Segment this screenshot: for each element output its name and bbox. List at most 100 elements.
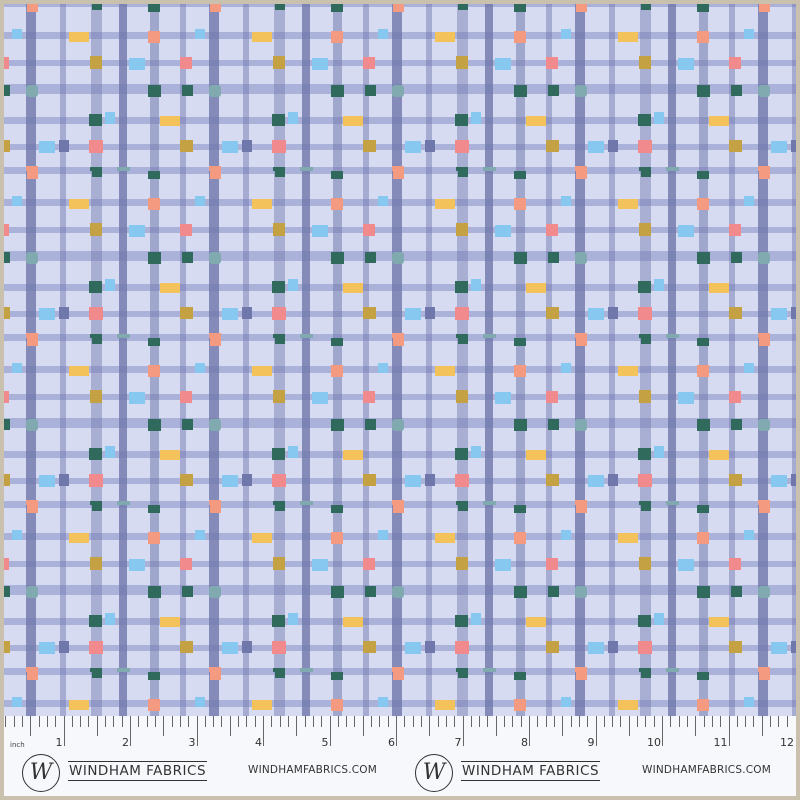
ruler-tick [645,716,647,727]
ruler-tick [188,716,190,727]
plaid-pattern [4,4,796,718]
ruler-tick [420,716,422,727]
ruler-number: 2 [122,736,129,749]
ruler-tick [545,716,547,727]
ruler-tick [570,716,572,727]
ruler-tick [71,716,73,727]
ruler-tick [504,716,506,727]
ruler-tick [537,716,539,727]
ruler-tick [620,716,622,727]
ruler-tick [437,716,439,727]
ruler-tick [454,716,456,727]
ruler-tick [770,716,772,727]
ruler-tick [362,716,364,736]
ruler-tick [728,716,730,746]
ruler-number: 12 [780,736,794,749]
brand-name: WINDHAM FABRICS [461,761,601,781]
ruler-tick [670,716,672,727]
ruler-number: 7 [454,736,462,749]
ruler-number: 4 [255,736,262,749]
fabric-plaid-swatch [4,4,796,718]
ruler-number: 1 [55,736,63,749]
ruler-tick [30,716,32,736]
ruler-tick [312,716,314,727]
ruler-tick [429,716,431,736]
ruler-tick [354,716,356,727]
ruler-tick [96,716,98,736]
ruler-tick [720,716,722,727]
ruler-tick [204,716,206,727]
ruler-tick [487,716,489,727]
ruler-number: 6 [388,736,395,749]
ruler-tick [321,716,323,727]
ruler-tick [371,716,373,727]
ruler-tick [196,716,198,746]
ruler-number: 8 [521,736,528,749]
logo-letter: W [29,760,53,785]
ruler-tick [163,716,165,736]
brand-name: WINDHAM FABRICS [68,761,208,781]
ruler-tick [603,716,605,727]
ruler-tick [612,716,614,727]
ruler-tick [296,716,298,736]
ruler-tick [462,716,464,746]
ruler-tick [736,716,738,727]
ruler-tick [105,716,107,727]
ruler-number: 10 [647,736,661,749]
ruler-tick [761,716,763,736]
ruler-tick [479,716,481,727]
ruler-tick [628,716,630,736]
ruler-tick [404,716,406,727]
ruler-tick [553,716,555,727]
ruler-number: 5 [321,736,329,749]
ruler-tick [55,716,57,727]
ruler-tick [88,716,90,727]
ruler-tick [587,716,589,727]
ruler-tick [121,716,123,727]
ruler-tick [80,716,82,727]
ruler-tick [512,716,514,727]
ruler-tick [778,716,780,727]
ruler-tick [279,716,281,727]
ruler-tick [179,716,181,727]
ruler-unit-label: inch [10,741,25,749]
ruler-tick [662,716,663,746]
ruler-tick [595,716,597,746]
ruler-tick [745,716,747,727]
ruler-tick [562,716,564,736]
ruler-tick [171,716,173,727]
ruler-tick [63,716,65,746]
brand-url: WINDHAMFABRICS.COM [642,764,772,776]
ruler-tick [470,716,472,727]
ruler-tick [130,716,131,746]
brand-url: WINDHAMFABRICS.COM [248,764,378,776]
ruler-tick [329,716,331,746]
ruler-tick [678,716,680,727]
ruler-tick [379,716,381,727]
ruler-number: 9 [587,736,595,749]
ruler-tick [653,716,655,727]
ruler-tick [46,716,48,727]
logo-letter: W [422,760,446,785]
ruler-tick [578,716,580,727]
ruler-tick [154,716,156,727]
ruler-tick [229,716,231,736]
ruler-tick [387,716,389,727]
measuring-ruler: inch W WINDHAM FABRICS WINDHAMFABRICS.CO… [4,716,796,796]
ruler-tick [703,716,705,727]
ruler-tick [38,716,40,727]
ruler-tick [346,716,348,727]
ruler-tick [753,716,755,727]
ruler-tick [246,716,248,727]
ruler-tick [304,716,306,727]
ruler-tick [138,716,140,727]
ruler-tick [529,716,530,746]
windham-logo-icon: W [22,754,60,792]
ruler-tick [287,716,289,727]
ruler-number: 3 [188,736,196,749]
ruler-tick [13,716,15,727]
ruler-tick [271,716,273,727]
ruler-tick [238,716,240,727]
windham-logo-icon: W [415,754,453,792]
ruler-tick [254,716,256,727]
